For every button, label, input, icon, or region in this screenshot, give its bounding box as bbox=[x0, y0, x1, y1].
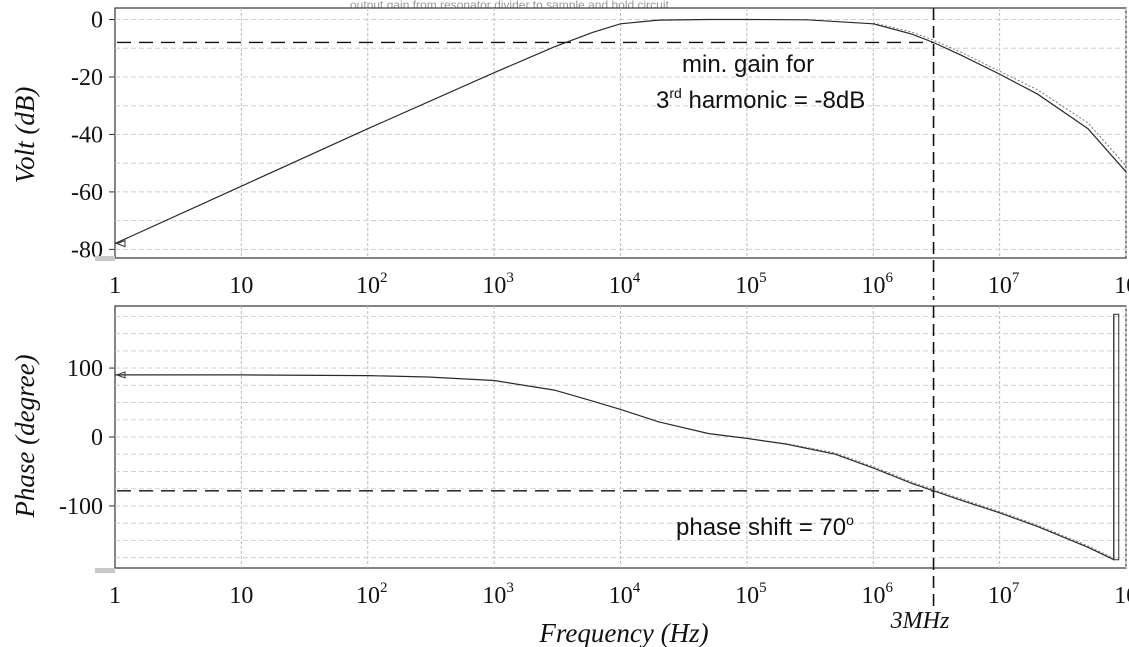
phase-xtick-label: 103 bbox=[482, 580, 514, 609]
magnitude-scroll-handle[interactable] bbox=[95, 256, 115, 261]
magnitude-xtick-label: 104 bbox=[609, 270, 641, 299]
phase-annotation-base: phase shift = 70 bbox=[676, 514, 846, 541]
phase-series bbox=[115, 313, 1120, 561]
phase-xtick-label: 10 bbox=[229, 583, 253, 609]
gain-annotation-base: 3 bbox=[656, 87, 669, 114]
magnitude-xtick-label: 106 bbox=[862, 270, 894, 299]
phase-series-dotted bbox=[784, 442, 1115, 559]
phase-y-ticks: 100 0 -100 bbox=[59, 356, 115, 520]
phase-xtick-label: 102 bbox=[356, 580, 388, 609]
phase-start-marker bbox=[115, 371, 126, 379]
phase-annotation: phase shift = 70o bbox=[676, 512, 854, 541]
magnitude-ytick-label: -20 bbox=[71, 65, 103, 91]
phase-xtick-label: 107 bbox=[988, 580, 1020, 609]
magnitude-xtick-label: 102 bbox=[356, 270, 388, 299]
magnitude-xtick-label: 107 bbox=[988, 270, 1020, 299]
gain-annotation-rest: harmonic = -8dB bbox=[682, 87, 865, 114]
phase-wrap-box bbox=[1113, 313, 1120, 561]
magnitude-start-marker bbox=[115, 239, 126, 248]
magnitude-xtick-label: 10 bbox=[229, 273, 253, 299]
phase-x-ticks: 1 10 102 103 104 105 106 107 108 bbox=[109, 580, 1129, 609]
magnitude-xtick-label: 108 bbox=[1114, 270, 1129, 299]
phase-ytick-label: -100 bbox=[59, 494, 103, 520]
phase-ytick-label: 100 bbox=[67, 356, 103, 382]
magnitude-ytick-label: -40 bbox=[71, 122, 103, 148]
phase-series-solid bbox=[115, 314, 1115, 561]
phase-panel: 100 0 -100 1 10 102 103 104 105 106 107 108 Phase … bbox=[10, 305, 1129, 647]
phase-annotation-sup: o bbox=[846, 512, 854, 528]
magnitude-y-axis-title: Volt (dB) bbox=[10, 87, 40, 184]
phase-xtick-label: 104 bbox=[609, 580, 641, 609]
magnitude-ytick-label: -60 bbox=[71, 180, 103, 206]
phase-xtick-label: 106 bbox=[862, 580, 894, 609]
marker-3mhz-label: 3MHz bbox=[890, 608, 950, 634]
magnitude-ytick-label: 0 bbox=[91, 7, 103, 33]
magnitude-x-ticks: 1 10 102 103 104 105 106 107 108 bbox=[109, 270, 1129, 299]
phase-scroll-handle[interactable] bbox=[95, 568, 115, 573]
magnitude-panel: 0-20-40-60-80 110102103104105106107108 V… bbox=[10, 7, 1129, 300]
magnitude-series bbox=[114, 18, 1127, 248]
magnitude-y-ticks: 0-20-40-60-80 bbox=[71, 7, 115, 263]
phase-xtick-label: 108 bbox=[1114, 580, 1129, 609]
gain-annotation-line1: min. gain for bbox=[682, 51, 814, 78]
magnitude-xtick-label: 1 bbox=[109, 273, 121, 299]
magnitude-xtick-label: 105 bbox=[735, 270, 767, 299]
phase-ytick-label: 0 bbox=[91, 425, 103, 451]
magnitude-grid bbox=[115, 8, 1127, 258]
magnitude-series-dotted bbox=[873, 22, 1127, 167]
gain-annotation-sup: rd bbox=[669, 85, 681, 101]
frequency-x-axis-title: Frequency (Hz) bbox=[538, 618, 708, 647]
phase-grid bbox=[115, 306, 1127, 568]
phase-xtick-label: 1 bbox=[109, 583, 121, 609]
magnitude-reference-lines bbox=[117, 8, 935, 300]
phase-reference-lines bbox=[117, 306, 935, 612]
magnitude-xtick-label: 103 bbox=[482, 270, 514, 299]
phase-y-axis-title: Phase (degree) bbox=[10, 354, 40, 518]
magnitude-series-solid bbox=[114, 18, 1127, 245]
phase-xtick-label: 105 bbox=[735, 580, 767, 609]
gain-annotation-line2: 3rd harmonic = -8dB bbox=[656, 85, 865, 114]
